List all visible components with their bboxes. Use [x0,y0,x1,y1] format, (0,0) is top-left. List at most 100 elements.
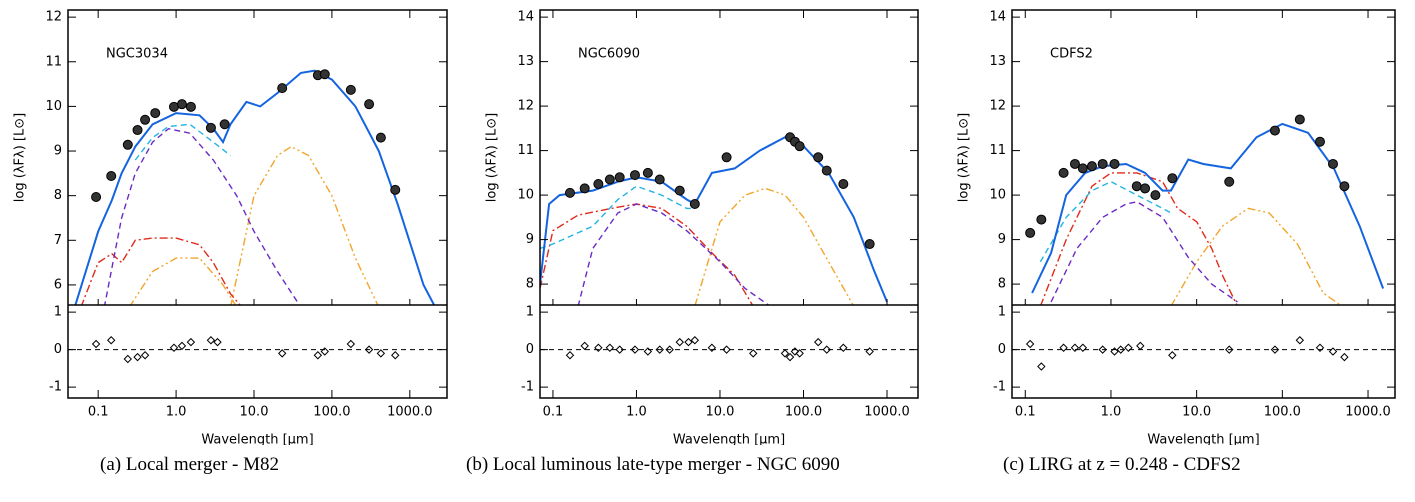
plot-area [74,69,436,305]
caption: (b) Local luminous late-type merger - NG… [466,454,840,475]
residual-point [320,347,329,356]
frame [67,9,448,399]
residual-point [186,337,196,347]
model-line [1039,180,1172,263]
model-line [1040,172,1238,305]
x-tick-label: 1.0 [166,405,187,420]
model-line [1050,201,1238,303]
y-axis-label: log (λFλ) [L⊙] [485,113,500,202]
residual-point [91,339,101,349]
observed-point [140,114,151,125]
observed-point [364,99,375,110]
residual-point [1116,345,1125,354]
observed-point [689,198,700,209]
residual-point [630,345,640,354]
observed-point [1140,183,1151,194]
y-tick-label: 0 [526,342,534,357]
residual-point [1328,347,1338,356]
plot-area [540,132,888,305]
residual-point [1295,336,1305,345]
residual-point [565,351,575,360]
residual-point [580,341,589,351]
residual-point [1078,343,1088,352]
model-line [81,237,241,305]
object-label: NGC6090 [578,47,640,62]
residual-point [865,347,874,356]
observed-point [1109,158,1120,169]
observed-point [375,132,386,143]
caption: (c) LIRG at z = 0.248 - CDFS2 [1003,454,1241,475]
residual-point [106,336,116,345]
residual-point [376,349,386,358]
residual-point [213,337,222,347]
residual-point [1070,343,1080,352]
residual-point [643,347,653,356]
observed-point [1294,114,1305,125]
y-tick-label: 9 [54,144,62,159]
residual-point [1098,345,1107,354]
observed-point [1058,167,1069,178]
x-axis-label: Wavelength [μm] [201,433,313,446]
model-line [104,127,301,305]
residual-point [605,343,615,352]
y-tick-label: -1 [49,380,62,395]
observed-point [122,139,133,150]
y-tick-label: 11 [989,143,1006,158]
observed-point [579,183,590,194]
observed-point [91,191,102,202]
residual-point [690,336,700,345]
observed-point [593,178,604,189]
model-line [577,203,770,305]
x-tick-label: 10.0 [240,405,269,420]
observed-point [838,178,849,189]
observed-point [821,165,832,176]
residual-point [707,343,717,352]
residual-point [133,352,142,362]
residual-point [1270,345,1280,354]
object-label: NGC3034 [106,47,168,62]
y-tick-label: 13 [989,54,1006,69]
observed-point [1224,176,1235,187]
residual-point [346,339,356,349]
y-tick-label: 6 [54,277,62,292]
observed-point [674,185,685,196]
observed-point [1097,158,1108,169]
x-tick-label: 10.0 [1182,405,1211,420]
residual-point [615,345,624,354]
residual-point [1037,362,1046,371]
observed-point [604,174,615,185]
model-line [1031,122,1385,294]
residual-point [177,341,187,351]
observed-point [1269,125,1280,136]
residual-point [655,345,664,354]
model-line [129,257,237,305]
residual-point [665,345,674,354]
residual-point [722,345,731,354]
y-tick-label: 9 [998,232,1006,247]
residual-point [790,347,800,356]
y-axis-label: log (λFλ) [L⊙] [957,113,972,202]
object-label: CDFS2 [1050,47,1093,62]
observed-point [205,122,216,133]
residual-point [813,337,823,347]
model-line [1170,207,1342,305]
residual-point [313,351,323,360]
x-tick-label: 1.0 [626,405,647,420]
observed-point [132,125,143,136]
x-tick-label: 100.0 [1264,405,1301,420]
observed-point [150,108,161,119]
residual-point [140,351,150,360]
x-axis-label: Wavelength [μm] [1147,433,1259,446]
y-tick-label: 8 [54,188,62,203]
observed-point [390,184,401,195]
observed-point [813,152,824,163]
x-tick-label: 0.1 [543,405,564,420]
residual-point [364,345,374,354]
y-tick-label: 10 [989,188,1006,203]
observed-point [319,69,330,80]
y-tick-label: 14 [989,10,1006,25]
residual-point [206,336,216,345]
x-tick-label: 1.0 [1101,405,1122,420]
